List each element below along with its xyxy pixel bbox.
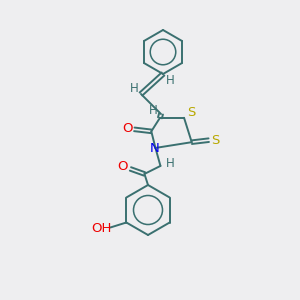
Text: H: H bbox=[130, 82, 138, 95]
Text: H: H bbox=[166, 158, 175, 170]
Text: H: H bbox=[148, 104, 158, 118]
Text: OH: OH bbox=[91, 222, 112, 235]
Text: S: S bbox=[212, 134, 220, 147]
Text: S: S bbox=[187, 106, 195, 119]
Text: H: H bbox=[166, 74, 174, 86]
Text: O: O bbox=[122, 122, 133, 135]
Text: O: O bbox=[117, 160, 128, 173]
Text: N: N bbox=[150, 142, 159, 155]
